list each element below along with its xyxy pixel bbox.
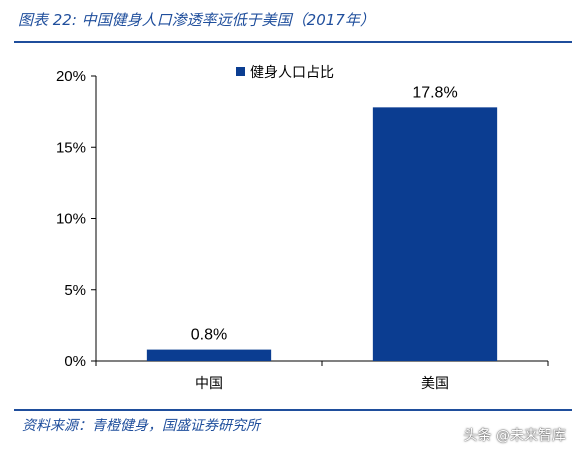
legend-label: 健身人口占比 [250,65,334,81]
y-tick-label: 20% [56,68,86,85]
data-label: 0.8% [191,327,227,344]
y-tick-label: 0% [64,353,86,370]
source-note: 资料来源：青橙健身，国盛证券研究所 [22,418,260,434]
category-label: 中国 [195,376,223,392]
bar-china [146,349,272,361]
source-divider [14,409,572,411]
data-label: 17.8% [412,84,457,101]
figure-title: 图表 22: 中国健身人口渗透率远低于美国（2017年） [18,11,375,29]
y-tick-label: 15% [56,139,86,156]
category-label: 美国 [421,376,449,392]
title-divider [14,41,572,43]
bar-usa [372,107,498,361]
legend: 健身人口占比 [236,65,334,81]
category-labels: 中国 美国 [195,376,449,392]
y-tick-label: 5% [64,282,86,299]
x-ticks [95,361,549,366]
bars [146,107,498,361]
legend-swatch [236,67,245,76]
data-labels: 0.8% 17.8% [191,84,458,343]
y-ticks: 0% 5% 10% 15% 20% [56,68,96,370]
y-tick-label: 10% [56,211,86,228]
watermark: 头条 @未来智库 [463,428,566,444]
